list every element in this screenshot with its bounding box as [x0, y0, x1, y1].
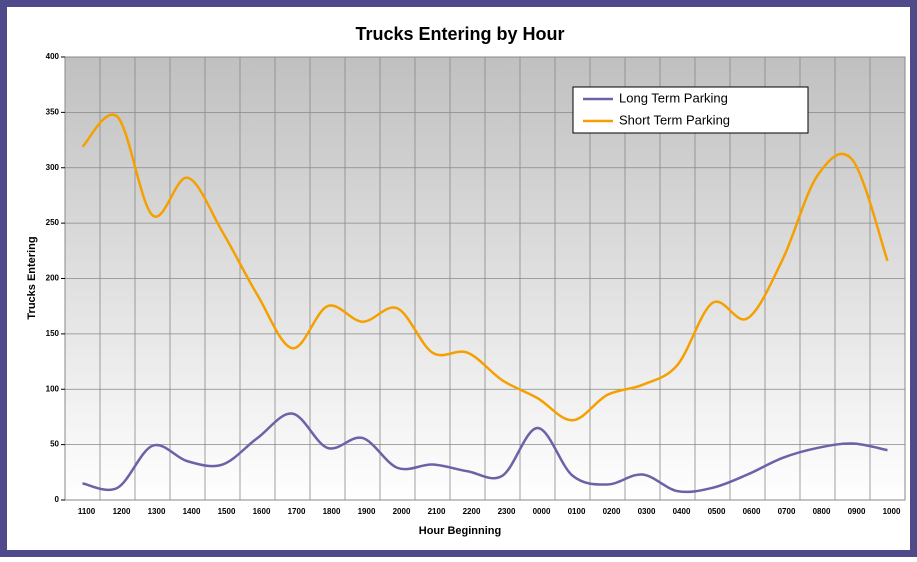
x-tick-label: 1000 [883, 507, 901, 516]
y-tick-label: 200 [46, 274, 60, 283]
legend-label: Long Term Parking [619, 90, 728, 105]
x-tick-label: 1300 [148, 507, 166, 516]
x-tick-label: 0700 [778, 507, 796, 516]
x-tick-label: 0000 [533, 507, 551, 516]
y-tick-label: 400 [46, 52, 60, 61]
x-tick-label: 1800 [323, 507, 341, 516]
x-tick-label: 2300 [498, 507, 516, 516]
x-tick-label: 0200 [603, 507, 621, 516]
x-tick-label: 2000 [393, 507, 411, 516]
y-tick-label: 0 [55, 495, 60, 504]
x-tick-label: 0600 [743, 507, 761, 516]
x-tick-label: 0500 [708, 507, 726, 516]
x-tick-label: 1400 [183, 507, 201, 516]
y-tick-label: 100 [46, 384, 60, 393]
x-tick-label: 1600 [253, 507, 271, 516]
series-line [81, 113, 889, 422]
x-tick-label: 1200 [113, 507, 131, 516]
x-tick-label: 0300 [638, 507, 656, 516]
y-tick-label: 350 [46, 107, 60, 116]
y-tick-label: 300 [46, 163, 60, 172]
x-tick-label: 2100 [428, 507, 446, 516]
y-tick-label: 50 [50, 440, 59, 449]
x-tick-label: 0800 [813, 507, 831, 516]
x-tick-label: 1700 [288, 507, 306, 516]
x-tick-label: 0900 [848, 507, 866, 516]
legend [572, 86, 809, 134]
y-tick-label: 150 [46, 329, 60, 338]
x-tick-label: 1500 [218, 507, 236, 516]
x-tick-label: 2200 [463, 507, 481, 516]
x-tick-label: 1100 [78, 507, 96, 516]
chart-title: Trucks Entering by Hour [355, 24, 564, 44]
y-tick-label: 250 [46, 218, 60, 227]
y-axis-label: Trucks Entering [26, 236, 38, 319]
x-tick-label: 0400 [673, 507, 691, 516]
x-axis-label: Hour Beginning [419, 525, 502, 537]
series-line [82, 412, 888, 494]
x-tick-label: 0100 [568, 507, 586, 516]
x-tick-label: 1900 [358, 507, 376, 516]
legend-label: Short Term Parking [619, 112, 730, 127]
